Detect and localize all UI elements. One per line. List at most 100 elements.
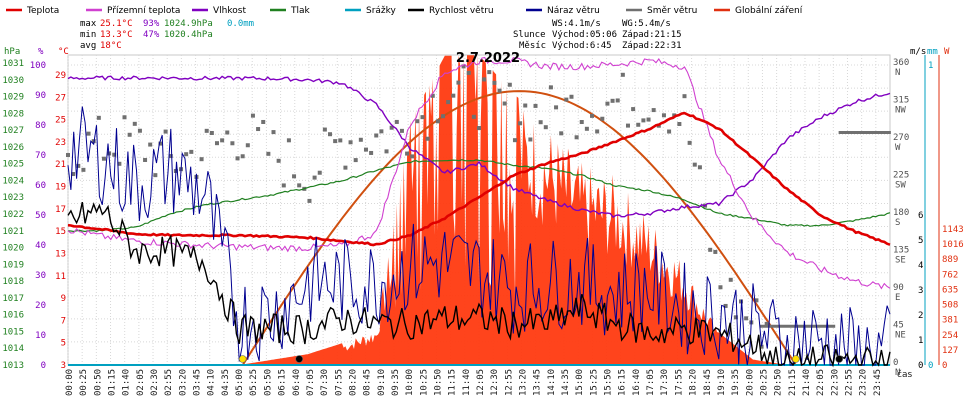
- info-moon-set: Západ:22:31: [622, 41, 682, 51]
- axis-x-tick: 15:25: [589, 369, 599, 396]
- axis-dir-tick: 180: [893, 208, 909, 218]
- axis-ms-tick: 5: [918, 236, 923, 246]
- wind-direction-point: [733, 315, 738, 320]
- stat-temp: 13.3°C: [100, 30, 133, 40]
- wind-direction-point: [477, 126, 481, 131]
- axis-x-tick: 02:30: [150, 369, 160, 396]
- wind-direction-point: [523, 103, 528, 108]
- axis-pct-tick: 50: [35, 211, 46, 221]
- info-ws: WS:4.1m/s: [552, 19, 601, 29]
- axis-x-tick: 22:30: [830, 369, 840, 396]
- axis-ms-unit: m/s: [910, 47, 926, 57]
- wind-direction-point: [333, 139, 338, 144]
- axis-dir-tick: 90: [893, 283, 904, 293]
- stat-temp: 25.1°C: [100, 19, 133, 29]
- stat-humidity: 47%: [143, 30, 160, 40]
- wind-direction-point: [697, 165, 702, 170]
- axis-w-tick: 0: [942, 361, 947, 371]
- legend-item: Teplota: [26, 6, 59, 16]
- wind-direction-point: [245, 143, 250, 148]
- wind-direction-point: [312, 175, 317, 180]
- axis-x-tick: 07:55: [334, 369, 344, 396]
- wind-direction-point: [848, 131, 855, 134]
- axis-w-tick: 635: [942, 285, 958, 295]
- axis-x-tick: 10:50: [433, 369, 443, 396]
- axis-x-tick: 00:25: [79, 369, 89, 396]
- axis-hpa-unit: hPa: [4, 47, 20, 57]
- axis-x-tick: 22:55: [844, 369, 854, 396]
- wind-direction-point: [641, 118, 646, 123]
- axis-temp-tick: 7: [61, 316, 66, 326]
- wind-direction-point: [430, 93, 435, 98]
- wind-direction-point: [518, 121, 523, 126]
- axis-x-tick: 18:45: [703, 369, 713, 396]
- info-wg: WG:5.4m/s: [622, 19, 671, 29]
- legend-item: Rychlost větru: [429, 6, 494, 16]
- wind-direction-point: [548, 85, 553, 90]
- axis-temp-unit: °C: [58, 47, 69, 57]
- axis-x-tick: 05:50: [263, 369, 273, 396]
- wind-direction-point: [595, 129, 600, 134]
- axis-mm-unit: mm: [927, 47, 938, 57]
- wind-direction-point: [646, 117, 651, 122]
- wind-direction-point: [384, 149, 389, 154]
- wind-direction-point: [579, 120, 584, 125]
- wind-direction-point: [435, 119, 440, 124]
- wind-direction-point: [250, 113, 255, 118]
- wind-direction-point: [615, 98, 620, 103]
- axis-pct-tick: 20: [35, 301, 46, 311]
- axis-w-unit: W: [944, 47, 950, 57]
- wind-direction-point: [374, 133, 379, 138]
- axis-x-tick: 16:15: [618, 369, 628, 396]
- wind-direction-point: [369, 150, 374, 155]
- wind-direction-point: [764, 321, 769, 326]
- wind-direction-point: [838, 131, 845, 134]
- wind-direction-point: [754, 298, 759, 303]
- wind-direction-point: [590, 113, 595, 118]
- axis-dir-name: N: [895, 368, 900, 378]
- axis-temp-tick: 9: [61, 294, 66, 304]
- series-temperature: [67, 111, 891, 247]
- axis-x-tick: 07:05: [306, 369, 316, 396]
- wind-direction-point: [132, 121, 137, 126]
- wind-direction-point: [276, 158, 281, 163]
- wind-direction-point: [528, 137, 533, 142]
- axis-x-tick: 17:05: [646, 369, 656, 396]
- axis-dir-tick: 315: [893, 96, 909, 106]
- legend-item: Srážky: [366, 6, 397, 16]
- wind-direction-point: [471, 114, 476, 119]
- wind-direction-point: [672, 113, 677, 118]
- wind-direction-point: [854, 131, 861, 134]
- axis-w-tick: 127: [942, 346, 958, 356]
- wind-direction-point: [235, 156, 240, 161]
- axis-hpa-tick: 1015: [2, 327, 24, 337]
- wind-direction-point: [446, 100, 451, 105]
- marker-sunset: [792, 355, 800, 363]
- wind-direction-point: [564, 97, 569, 102]
- wind-direction-point: [538, 120, 543, 125]
- wind-direction-point: [230, 141, 235, 146]
- axis-dir-name: NW: [895, 106, 906, 116]
- wind-direction-point: [363, 147, 368, 152]
- axis-x-tick: 08:20: [348, 369, 358, 396]
- wind-direction-point: [117, 161, 122, 166]
- wind-direction-point: [137, 128, 142, 133]
- axis-pct-tick: 0: [41, 361, 46, 371]
- wind-direction-point: [461, 64, 466, 69]
- legend-item: Tlak: [290, 6, 311, 16]
- axis-x-tick: 12:05: [476, 369, 486, 396]
- legend-item: Přízemní teplota: [107, 6, 180, 16]
- series-humidity: [67, 75, 891, 219]
- wind-direction-point: [864, 131, 871, 134]
- axis-x-tick: 12:55: [504, 369, 514, 396]
- legend-item: Náraz větru: [547, 6, 600, 16]
- wind-direction-point: [204, 128, 209, 133]
- axis-temp-tick: 23: [55, 138, 66, 148]
- axis-x-tick: 11:15: [448, 369, 458, 396]
- wind-direction-point: [884, 131, 891, 134]
- wind-direction-point: [728, 277, 733, 282]
- wind-direction-point: [322, 127, 327, 132]
- wind-direction-point: [692, 162, 697, 167]
- wind-direction-point: [220, 138, 225, 143]
- axis-x-tick: 14:35: [561, 369, 571, 396]
